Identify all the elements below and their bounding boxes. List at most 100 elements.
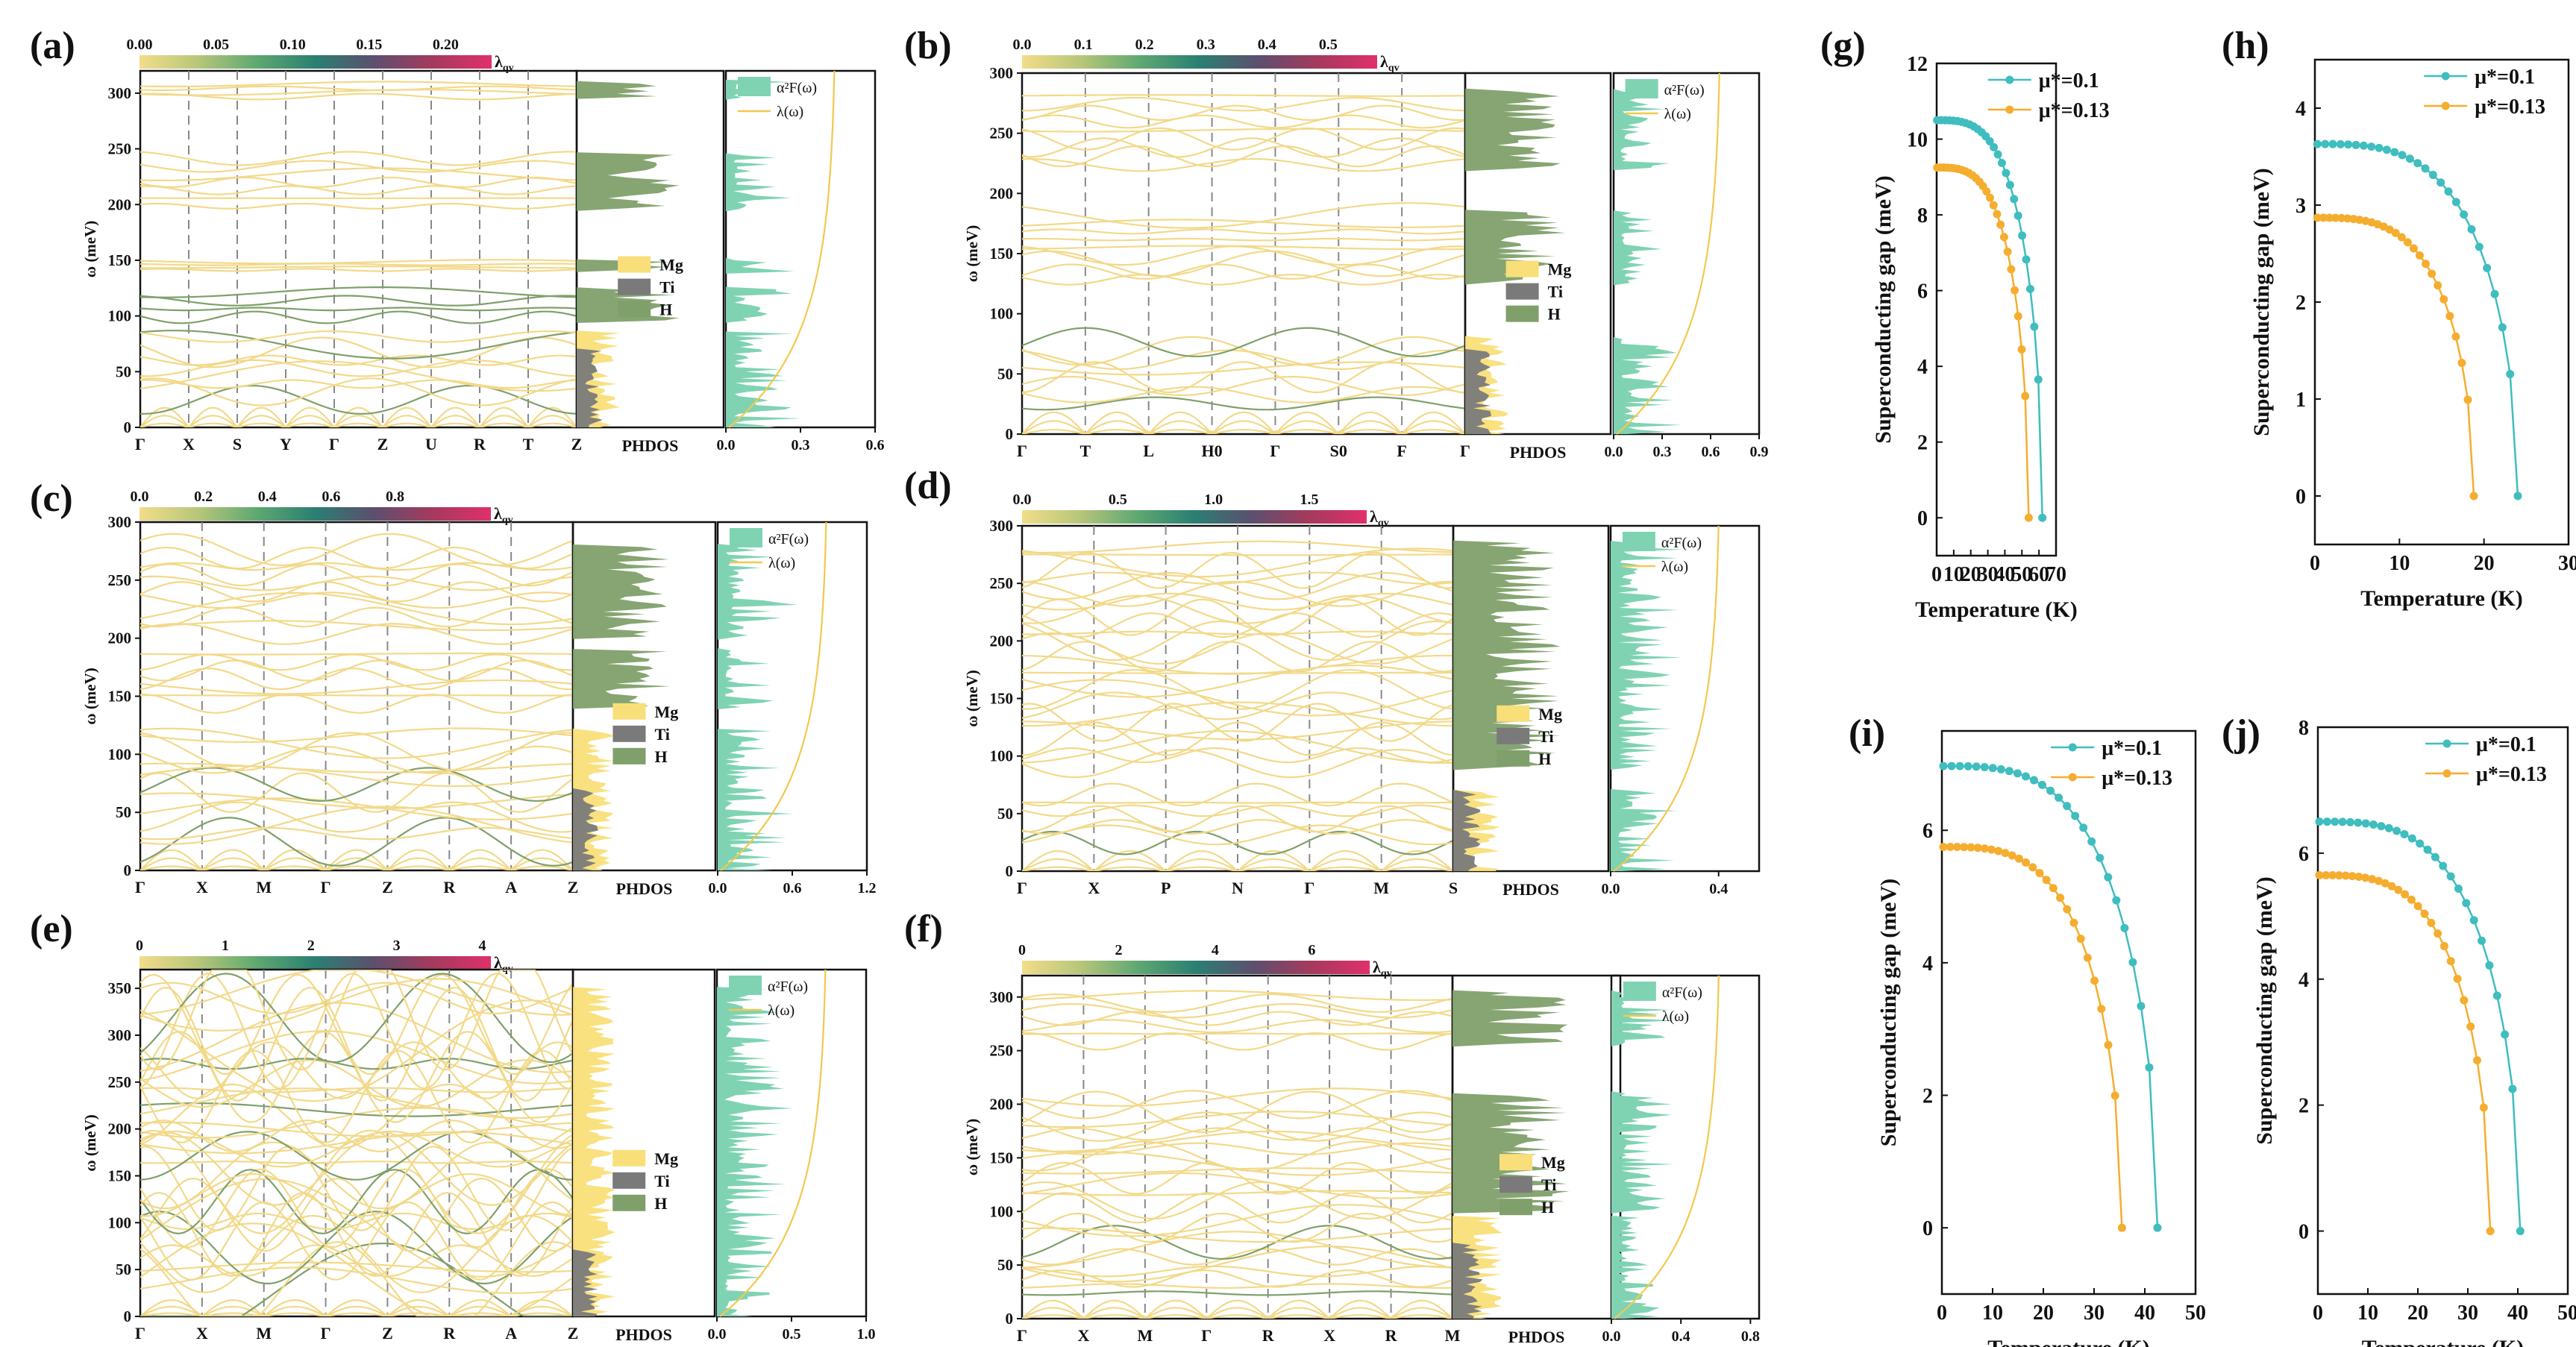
y-tick-label: 200 bbox=[990, 632, 1014, 650]
y-tick-label: 200 bbox=[108, 629, 132, 647]
gap-point bbox=[1993, 210, 2002, 219]
kpoint-label: Γ bbox=[1270, 442, 1280, 460]
gap-point bbox=[2055, 793, 2063, 802]
gap-point bbox=[2021, 772, 2030, 781]
gap-point bbox=[2117, 1223, 2126, 1232]
gap-point bbox=[2035, 869, 2044, 878]
a2f-fill bbox=[1611, 526, 1684, 871]
gap-point bbox=[2403, 238, 2412, 247]
legend-label: α²F(ω) bbox=[768, 531, 809, 547]
phonon-band bbox=[140, 1121, 573, 1137]
phonon-band bbox=[1022, 219, 1465, 228]
y-axis-label: ω (meV) bbox=[963, 1119, 981, 1176]
gap-series-line bbox=[2319, 874, 2492, 1231]
legend-label: μ*=0.1 bbox=[2039, 69, 2099, 92]
gap-point bbox=[2010, 195, 2019, 204]
gap-point bbox=[2322, 817, 2331, 826]
legend-label: H bbox=[1541, 1198, 1554, 1216]
y-tick-label: 300 bbox=[990, 988, 1014, 1006]
gap-point bbox=[2022, 255, 2031, 264]
gap-point bbox=[2385, 225, 2394, 234]
phonon-band bbox=[140, 1212, 573, 1230]
x-tick-label: 50 bbox=[2557, 1302, 2576, 1325]
phonon-band bbox=[1022, 1181, 1452, 1220]
phonon-band bbox=[1022, 1032, 1452, 1051]
legend-swatch-ti bbox=[1505, 283, 1539, 300]
phdos-xlabel: PHDOS bbox=[1510, 443, 1567, 462]
phonon-band bbox=[1022, 571, 1453, 600]
phonon-band bbox=[1022, 1111, 1452, 1128]
gap-point bbox=[2096, 853, 2105, 862]
gap-point bbox=[1955, 762, 1964, 770]
phonon-band bbox=[1022, 1290, 1452, 1296]
gap-point bbox=[2024, 513, 2033, 522]
gap-point bbox=[2428, 269, 2436, 278]
lambda-curve bbox=[1614, 975, 1720, 1319]
phonon-band bbox=[1022, 1090, 1452, 1120]
phonon-band bbox=[140, 563, 573, 587]
colorbar-tick: 0.0 bbox=[1013, 37, 1032, 53]
panel-label: (h) bbox=[2222, 25, 2269, 67]
kpoint-label: M bbox=[256, 1324, 272, 1343]
legend-label: α²F(ω) bbox=[1661, 535, 1702, 551]
phonon-band bbox=[140, 85, 577, 91]
y-tick-label: 1 bbox=[2295, 389, 2306, 412]
gap-point bbox=[1972, 762, 1981, 771]
lambda-curve bbox=[720, 521, 827, 871]
y-tick-label: 12 bbox=[1907, 53, 1928, 76]
gap-point bbox=[2349, 215, 2358, 224]
gap-point bbox=[2145, 1063, 2154, 1072]
phonon-band bbox=[140, 268, 577, 272]
phonon-band bbox=[140, 89, 577, 96]
x-tick-label: 0 bbox=[1937, 1302, 1947, 1325]
phonon-band bbox=[140, 986, 573, 1102]
gap-point bbox=[2486, 1227, 2495, 1236]
phonon-band bbox=[1022, 990, 1452, 1001]
y-tick-label: 50 bbox=[997, 805, 1013, 823]
phonon-band bbox=[140, 176, 577, 188]
kpoint-label: Γ bbox=[1460, 442, 1470, 460]
legend-label: Mg bbox=[1538, 705, 1562, 723]
gap-point bbox=[2322, 870, 2331, 879]
y-tick-label: 300 bbox=[108, 513, 132, 531]
phonon-band bbox=[1022, 669, 1453, 710]
phonon-band bbox=[140, 92, 577, 101]
gap-point bbox=[2483, 263, 2492, 272]
colorbar-tick: 4 bbox=[479, 938, 486, 954]
x-tick-label: 0.4 bbox=[1672, 1328, 1690, 1345]
colorbar-tick: 0 bbox=[136, 938, 143, 954]
gap-point bbox=[2354, 818, 2363, 827]
phdos-fill bbox=[1452, 976, 1570, 1319]
gap-point bbox=[2377, 822, 2386, 831]
legend-label: λ(ω) bbox=[777, 104, 803, 120]
gap-point bbox=[2413, 902, 2422, 911]
gap-point bbox=[1947, 762, 1956, 770]
x-tick-label: 0.0 bbox=[1602, 881, 1620, 897]
gap-point bbox=[2014, 312, 2022, 321]
gap-point bbox=[2030, 322, 2039, 331]
kpoint-label: X bbox=[183, 435, 195, 453]
gap-point bbox=[1996, 764, 2005, 773]
gap-point bbox=[1982, 187, 1991, 196]
y-tick-label: 150 bbox=[108, 1167, 132, 1184]
phdos-fill bbox=[573, 970, 598, 1316]
phonon-band bbox=[140, 330, 577, 343]
phonon-band bbox=[140, 1002, 573, 1073]
phonon-band bbox=[140, 379, 577, 389]
phdos-xlabel: PHDOS bbox=[616, 879, 673, 898]
phonon-band bbox=[1022, 1192, 1452, 1224]
gap-point bbox=[2400, 830, 2409, 839]
phonon-band bbox=[1022, 274, 1465, 286]
phonon-band bbox=[140, 1131, 573, 1155]
panel-e: (e) 0 1 2 3 4 λqv 0 50 100 150 200 250 300 350 ω (meV) Γ… bbox=[30, 908, 876, 1344]
y-tick-label: 50 bbox=[997, 365, 1013, 383]
gap-point bbox=[2029, 776, 2038, 785]
y-tick-label: 100 bbox=[990, 1202, 1014, 1220]
gap-point bbox=[2460, 996, 2469, 1005]
gap-point bbox=[2037, 780, 2046, 789]
kpoint-label: A bbox=[505, 1324, 517, 1343]
gap-point bbox=[2475, 242, 2483, 251]
y-tick-label: 8 bbox=[2298, 717, 2309, 740]
colorbar-label-sub: qv bbox=[1381, 968, 1392, 979]
kpoint-label: Γ bbox=[135, 1324, 145, 1343]
